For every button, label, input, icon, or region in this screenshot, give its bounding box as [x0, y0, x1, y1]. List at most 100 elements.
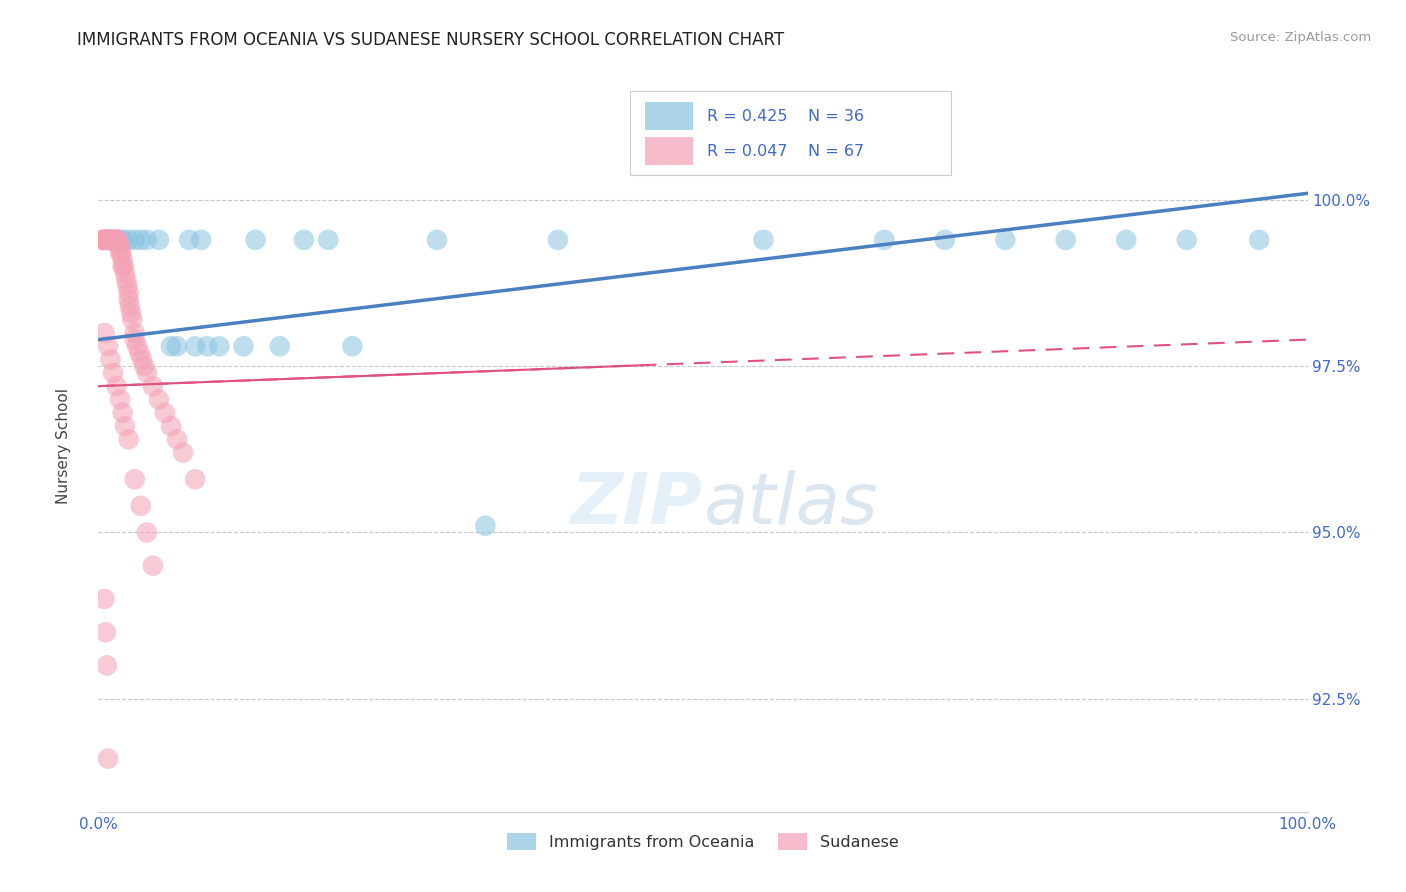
- Point: [120, 306, 142, 320]
- Point: [118, 293, 141, 307]
- Point: [426, 233, 449, 247]
- Point: [97, 233, 120, 247]
- Point: [118, 433, 141, 447]
- Point: [111, 233, 134, 247]
- Point: [166, 433, 188, 447]
- Point: [135, 233, 157, 247]
- Point: [179, 233, 201, 247]
- Point: [118, 233, 141, 247]
- Point: [190, 233, 212, 247]
- Point: [93, 233, 115, 247]
- Point: [105, 233, 128, 247]
- Point: [166, 339, 188, 353]
- Point: [269, 339, 291, 353]
- Point: [108, 239, 131, 253]
- Point: [153, 406, 176, 420]
- Point: [128, 346, 150, 360]
- Point: [131, 352, 153, 367]
- Point: [94, 625, 117, 640]
- Point: [124, 233, 146, 247]
- Point: [184, 339, 207, 353]
- Point: [1115, 233, 1137, 247]
- Point: [97, 233, 120, 247]
- Text: Nursery School: Nursery School: [56, 388, 70, 504]
- Point: [107, 233, 129, 247]
- Point: [112, 260, 135, 274]
- Point: [245, 233, 267, 247]
- Point: [93, 233, 115, 247]
- Point: [105, 233, 128, 247]
- Point: [124, 333, 146, 347]
- Point: [1054, 233, 1077, 247]
- Point: [103, 233, 125, 247]
- Point: [103, 233, 125, 247]
- Point: [232, 339, 254, 353]
- Point: [97, 751, 120, 765]
- Point: [100, 233, 122, 247]
- Point: [316, 233, 339, 247]
- Point: [105, 233, 128, 247]
- Point: [93, 233, 115, 247]
- Text: ZIP: ZIP: [571, 470, 703, 539]
- Point: [195, 339, 218, 353]
- Point: [994, 233, 1017, 247]
- Point: [873, 233, 896, 247]
- Point: [547, 233, 569, 247]
- Point: [172, 445, 194, 459]
- Point: [118, 299, 141, 313]
- Point: [121, 312, 143, 326]
- Point: [93, 591, 115, 606]
- Point: [142, 558, 165, 573]
- FancyBboxPatch shape: [645, 103, 693, 130]
- Point: [100, 352, 122, 367]
- Point: [118, 286, 141, 301]
- Point: [96, 233, 118, 247]
- Point: [1249, 233, 1271, 247]
- Text: R = 0.047    N = 67: R = 0.047 N = 67: [707, 144, 863, 159]
- Text: atlas: atlas: [703, 470, 877, 539]
- Point: [342, 339, 364, 353]
- Point: [110, 246, 132, 260]
- Point: [129, 499, 152, 513]
- Point: [142, 379, 165, 393]
- Point: [148, 392, 170, 407]
- Text: Source: ZipAtlas.com: Source: ZipAtlas.com: [1230, 31, 1371, 45]
- Point: [101, 233, 124, 247]
- Text: IMMIGRANTS FROM OCEANIA VS SUDANESE NURSERY SCHOOL CORRELATION CHART: IMMIGRANTS FROM OCEANIA VS SUDANESE NURS…: [77, 31, 785, 49]
- Point: [474, 518, 496, 533]
- Point: [135, 525, 157, 540]
- Point: [135, 366, 157, 380]
- Point: [100, 233, 122, 247]
- Point: [752, 233, 775, 247]
- Point: [127, 339, 149, 353]
- Point: [134, 359, 156, 374]
- Point: [111, 406, 134, 420]
- Point: [108, 246, 131, 260]
- Point: [184, 472, 207, 486]
- Point: [114, 419, 136, 434]
- FancyBboxPatch shape: [645, 137, 693, 165]
- Point: [934, 233, 956, 247]
- Point: [93, 326, 115, 340]
- Point: [94, 233, 117, 247]
- Point: [91, 233, 114, 247]
- Text: R = 0.425    N = 36: R = 0.425 N = 36: [707, 109, 863, 124]
- Point: [160, 419, 183, 434]
- Point: [148, 233, 170, 247]
- Point: [208, 339, 231, 353]
- Point: [1175, 233, 1198, 247]
- Point: [104, 233, 127, 247]
- Point: [114, 266, 136, 280]
- Legend: Immigrants from Oceania, Sudanese: Immigrants from Oceania, Sudanese: [501, 827, 905, 856]
- Point: [111, 252, 134, 267]
- Point: [108, 392, 131, 407]
- FancyBboxPatch shape: [630, 91, 950, 176]
- Point: [101, 366, 124, 380]
- Point: [96, 658, 118, 673]
- Point: [292, 233, 315, 247]
- Point: [97, 233, 120, 247]
- Point: [100, 233, 122, 247]
- Point: [108, 233, 131, 247]
- Point: [117, 279, 139, 293]
- Point: [100, 233, 122, 247]
